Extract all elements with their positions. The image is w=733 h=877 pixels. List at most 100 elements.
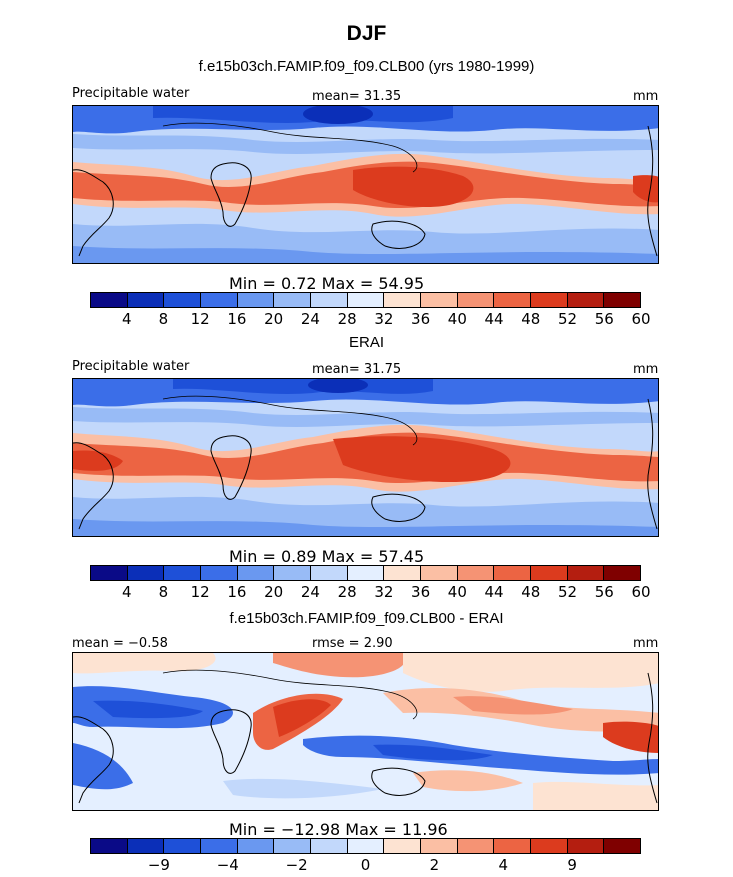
colorbar-tick-label: 56	[594, 583, 614, 601]
colorbar-tick-label: 32	[374, 583, 394, 601]
panel-minmax: Min = 0.89 Max = 57.45	[229, 547, 425, 566]
colorbar-tick-label: 52	[557, 583, 578, 601]
colorbar-swatch	[91, 839, 128, 853]
panel-units-label: mm	[633, 362, 659, 377]
colorbar-swatch	[384, 293, 422, 307]
colorbar-ticks-obs: 4 8 12 16 20 24 28 32 36 40 44 48 52 56 60	[90, 583, 651, 601]
colorbar-swatch	[311, 839, 348, 853]
colorbar-tick-label: −2	[285, 856, 308, 874]
colorbar-obs	[90, 565, 641, 581]
colorbar-tick-label: 56	[594, 310, 614, 328]
colorbar-swatch	[494, 566, 532, 580]
colorbar-swatch	[347, 839, 385, 853]
colorbar-swatch	[164, 839, 202, 853]
colorbar-swatch	[91, 293, 128, 307]
colorbar-swatch	[274, 839, 312, 853]
panel-mean-label: mean= 31.75	[312, 362, 402, 377]
colorbar-tick-label: 40	[447, 583, 467, 601]
colorbar-tick-label: 44	[484, 583, 504, 601]
colorbar-swatch	[604, 839, 641, 853]
colorbar-ticks-model: 4 8 12 16 20 24 28 32 36 40 44 48 52 56 60	[90, 310, 651, 328]
colorbar-tick-label: 24	[300, 583, 320, 601]
panel-units-label: mm	[633, 89, 659, 104]
colorbar-tick-label: 44	[484, 310, 504, 328]
colorbar-swatch	[237, 293, 275, 307]
colorbar-swatch	[421, 839, 458, 853]
colorbar-swatch	[421, 293, 458, 307]
colorbar-swatch	[274, 293, 312, 307]
panel-left-label: Precipitable water	[72, 359, 190, 374]
colorbar-tick-label: 0	[360, 856, 371, 874]
colorbar-tick-label: 4	[121, 583, 132, 601]
colorbar-diff	[90, 838, 641, 854]
colorbar-swatch	[457, 293, 495, 307]
colorbar-swatch	[164, 566, 202, 580]
colorbar-tick-label: 12	[190, 583, 210, 601]
panel-heading: f.e15b03ch.FAMIP.f09_f09.CLB00 - ERAI	[229, 610, 504, 627]
colorbar-tick-label: −9	[147, 856, 170, 874]
colorbar-swatch	[347, 293, 385, 307]
panel-mean-label: mean= 31.35	[312, 89, 402, 104]
colorbar-tick-label: 28	[337, 310, 357, 328]
colorbar-tick-label: 9	[567, 856, 577, 874]
colorbar-model	[90, 292, 641, 308]
colorbar-tick-label: 48	[521, 310, 541, 328]
colorbar-swatch	[127, 293, 165, 307]
panel-heading: ERAI	[348, 334, 384, 351]
colorbar-swatch	[384, 566, 422, 580]
colorbar-swatch	[237, 839, 275, 853]
map-svg	[73, 379, 658, 536]
map-diff	[72, 652, 659, 811]
colorbar-tick-label: 12	[190, 310, 210, 328]
colorbar-tick-label: 40	[447, 310, 467, 328]
map-svg	[73, 653, 658, 810]
colorbar-ticks-diff: −9 −4 −2 0 2 4 9	[90, 856, 641, 874]
colorbar-swatch	[494, 293, 532, 307]
panel-rmse-label: rmse = 2.90	[312, 636, 393, 651]
panel-left-label: mean = −0.58	[72, 636, 168, 651]
colorbar-swatch	[421, 566, 458, 580]
colorbar-tick-label: 36	[411, 310, 431, 328]
colorbar-tick-label: 16	[227, 310, 247, 328]
panel-minmax: Min = −12.98 Max = 11.96	[229, 820, 448, 839]
colorbar-swatch	[127, 839, 165, 853]
colorbar-swatch	[384, 839, 422, 853]
case-title: f.e15b03ch.FAMIP.f09_f09.CLB00 (yrs 1980…	[198, 58, 535, 75]
colorbar-swatch	[531, 293, 568, 307]
colorbar-tick-label: −4	[216, 856, 239, 874]
colorbar-tick-label: 2	[429, 856, 440, 874]
colorbar-swatch	[127, 566, 165, 580]
colorbar-swatch	[457, 839, 495, 853]
colorbar-swatch	[567, 839, 605, 853]
colorbar-tick-label: 20	[264, 583, 284, 601]
map-model	[72, 105, 659, 264]
colorbar-tick-label: 52	[557, 310, 578, 328]
colorbar-swatch	[237, 566, 275, 580]
colorbar-swatch	[311, 566, 348, 580]
colorbar-swatch	[201, 566, 238, 580]
colorbar-tick-label: 32	[374, 310, 394, 328]
panel-left-label: Precipitable water	[72, 86, 190, 101]
colorbar-swatch	[531, 839, 568, 853]
colorbar-swatch	[91, 566, 128, 580]
colorbar-tick-label: 4	[121, 310, 132, 328]
colorbar-swatch	[347, 566, 385, 580]
colorbar-swatch	[201, 293, 238, 307]
colorbar-tick-label: 28	[337, 583, 357, 601]
map-obs	[72, 378, 659, 537]
colorbar-swatch	[164, 293, 202, 307]
colorbar-tick-label: 20	[264, 310, 284, 328]
colorbar-swatch	[274, 566, 312, 580]
map-svg	[73, 106, 658, 263]
panel-units-label: mm	[633, 636, 659, 651]
colorbar-swatch	[457, 566, 495, 580]
colorbar-swatch	[567, 293, 605, 307]
colorbar-tick-label: 4	[498, 856, 509, 874]
colorbar-swatch	[604, 566, 641, 580]
colorbar-tick-label: 24	[300, 310, 320, 328]
colorbar-tick-label: 48	[521, 583, 541, 601]
colorbar-swatch	[531, 566, 568, 580]
colorbar-tick-label: 36	[411, 583, 431, 601]
colorbar-swatch	[201, 839, 238, 853]
colorbar-tick-label: 8	[158, 310, 169, 328]
